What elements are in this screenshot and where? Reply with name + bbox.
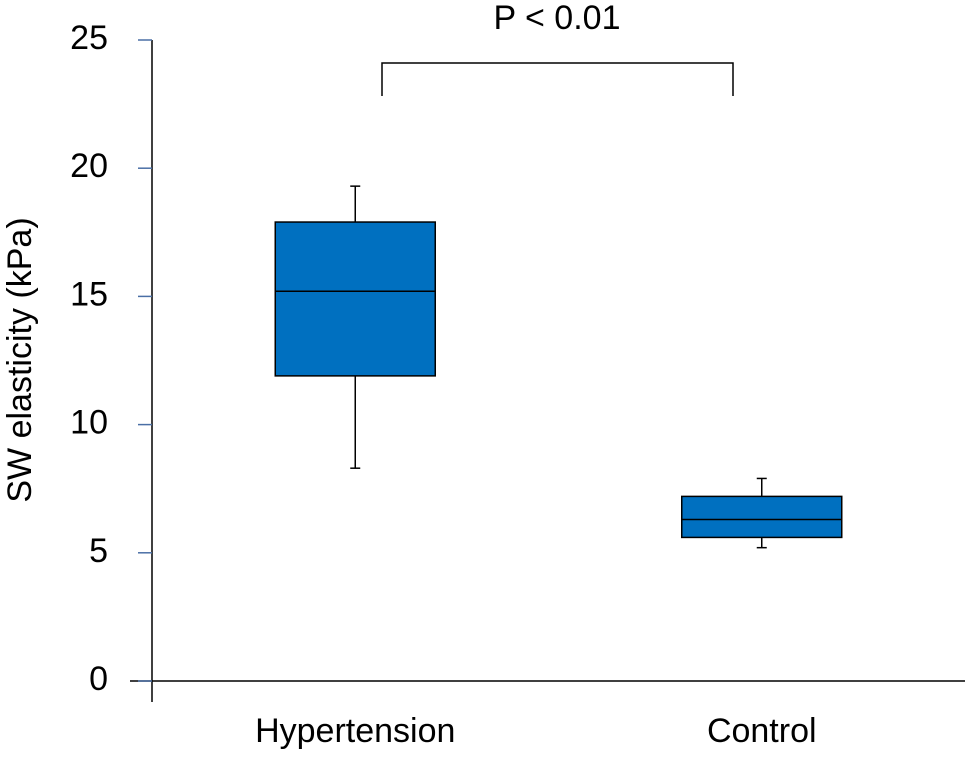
significance-bracket [381,62,734,96]
y-axis-label: SW elasticity (kPa) [1,217,39,502]
x-tick-label: Hypertension [255,712,455,750]
y-tick-label: 25 [70,19,108,57]
y-tick-label: 10 [70,404,108,442]
annotation: P < 0.01 [494,0,621,37]
y-tick-label: 20 [70,147,108,185]
box [274,221,436,377]
y-tick-label: 0 [89,660,108,698]
box [681,495,843,539]
y-tick-label: 5 [89,532,108,570]
y-tick-label: 15 [70,275,108,313]
x-tick-label: Control [707,712,817,750]
